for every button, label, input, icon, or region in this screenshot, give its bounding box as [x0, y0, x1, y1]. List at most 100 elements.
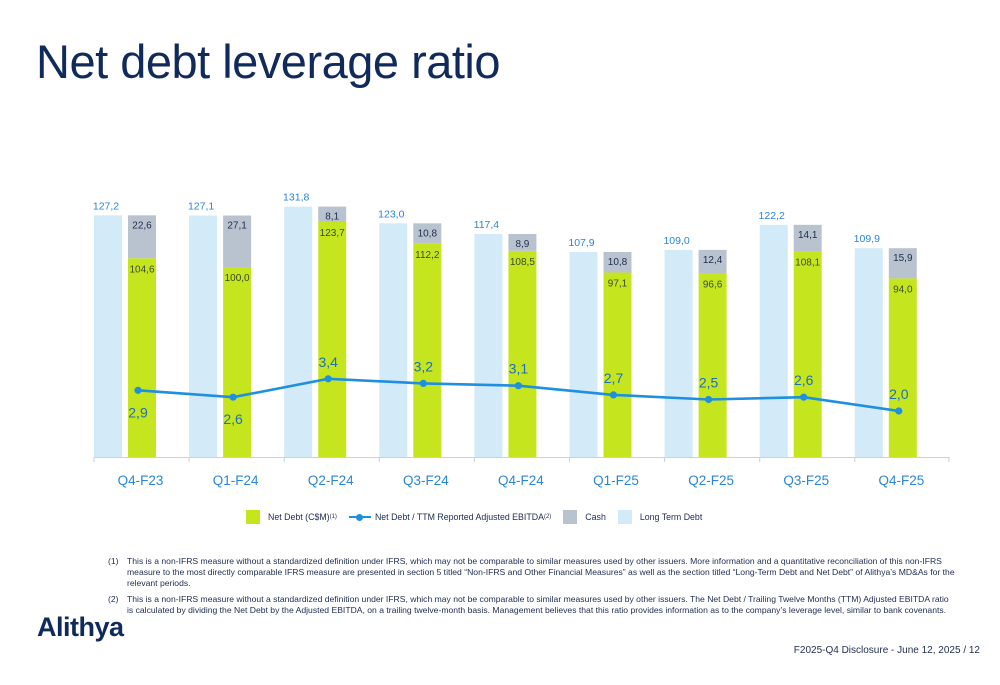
- label-cash: 8,9: [515, 239, 529, 250]
- bar-cash: [128, 215, 156, 259]
- legend-item-ratio: Net Debt / TTM Reported Adjusted EBITDA(…: [348, 510, 552, 524]
- point-ratio: [134, 386, 142, 394]
- label-long-term-debt: 109,9: [854, 233, 880, 245]
- legend-line-ratio: [348, 510, 371, 524]
- label-ratio: 3,1: [509, 361, 529, 377]
- label-net-debt: 108,1: [795, 258, 820, 269]
- x-tick-label: Q3-F25: [783, 473, 829, 488]
- label-long-term-debt: 117,4: [474, 219, 500, 231]
- legend-sup-ratio: (2): [543, 514, 552, 520]
- label-cash: 27,1: [227, 221, 247, 232]
- legend-label-cash: Cash: [585, 512, 606, 522]
- point-ratio: [705, 395, 713, 404]
- bar-cash: [223, 215, 252, 267]
- bar-cash: [698, 249, 727, 274]
- footnote-1-text: This is a non-IFRS measure without a sta…: [127, 556, 955, 589]
- label-cash: 15,9: [893, 253, 913, 264]
- label-net-debt: 123,7: [320, 228, 345, 239]
- bar-long-term-debt: [759, 224, 788, 457]
- label-cash: 8,1: [325, 212, 339, 223]
- footnote-1: (1) This is a non-IFRS measure without a…: [108, 556, 956, 590]
- footnote-2: (2) This is a non-IFRS measure without a…: [108, 594, 956, 616]
- legend-swatch-cash: [563, 510, 578, 524]
- bar-long-term-debt: [569, 251, 598, 457]
- label-net-debt: 96,6: [703, 279, 723, 290]
- bar-long-term-debt: [284, 206, 313, 457]
- label-ratio: 2,9: [128, 404, 148, 420]
- page-title: Net debt leverage ratio: [36, 35, 501, 88]
- bar-long-term-debt: [94, 215, 122, 457]
- alithya-logo: Alithya: [37, 612, 124, 642]
- bar-net-debt: [413, 243, 442, 457]
- bar-net-debt: [318, 221, 347, 457]
- bar-long-term-debt: [664, 249, 693, 457]
- label-ratio: 2,0: [889, 386, 909, 402]
- legend-swatch-ltd: [617, 510, 632, 524]
- point-ratio: [609, 391, 618, 399]
- bar-cash: [508, 233, 537, 251]
- legend-sup-net-debt: (1): [329, 514, 337, 520]
- legend-item-cash: Cash: [563, 510, 606, 524]
- label-long-term-debt: 131,8: [283, 192, 309, 204]
- label-cash: 12,4: [703, 255, 723, 266]
- legend-swatch-net-debt: [246, 510, 260, 524]
- legend-label-net-debt: Net Debt (C$M): [268, 512, 330, 522]
- point-ratio: [229, 393, 237, 401]
- footnote-2-number: (2): [108, 593, 119, 604]
- label-ratio: 3,4: [318, 354, 338, 370]
- bar-net-debt: [603, 272, 632, 457]
- label-ratio: 2,6: [794, 372, 814, 388]
- x-tick-label: Q3-F24: [403, 473, 449, 488]
- bar-net-debt: [508, 250, 537, 457]
- footnote-2-text: This is a non-IFRS measure without a sta…: [127, 593, 949, 615]
- footer-disclosure: F2025-Q4 Disclosure - June 12, 2025 / 12: [793, 645, 980, 656]
- x-tick-label: Q2-F25: [688, 473, 734, 488]
- bar-cash: [318, 206, 347, 222]
- label-net-debt: 97,1: [608, 279, 628, 290]
- label-cash: 10,8: [418, 228, 438, 239]
- label-ratio: 2,5: [699, 375, 719, 391]
- point-ratio: [419, 379, 427, 387]
- legend-item-ltd: Long Term Debt: [617, 510, 702, 524]
- bar-net-debt: [793, 251, 822, 457]
- x-tick-label: Q2-F24: [308, 473, 354, 488]
- label-long-term-debt: 127,1: [188, 201, 214, 213]
- label-cash: 10,8: [608, 257, 628, 268]
- bar-cash: [888, 248, 917, 279]
- label-ratio: 3,2: [414, 358, 434, 374]
- bar-long-term-debt: [854, 248, 883, 457]
- bar-long-term-debt: [474, 233, 503, 457]
- label-long-term-debt: 123,0: [378, 208, 404, 220]
- label-net-debt: 112,2: [415, 250, 440, 261]
- chart-legend: Net Debt (C$M) (1) Net Debt / TTM Reporte…: [246, 510, 714, 524]
- point-ratio: [800, 393, 808, 401]
- x-tick-label: Q1-F25: [593, 473, 639, 488]
- label-net-debt: 104,6: [129, 264, 154, 275]
- bar-cash: [603, 251, 632, 273]
- x-tick-label: Q4-F25: [878, 473, 924, 488]
- label-cash: 22,6: [132, 220, 152, 231]
- label-net-debt: 108,5: [510, 257, 535, 268]
- footnotes: (1) This is a non-IFRS measure without a…: [108, 556, 956, 620]
- label-long-term-debt: 127,2: [93, 200, 119, 212]
- legend-item-net-debt: Net Debt (C$M) (1): [246, 510, 337, 524]
- bar-net-debt: [128, 258, 156, 457]
- footnote-1-number: (1): [108, 556, 119, 566]
- leverage-chart: 127,2 104,6 22,6 Q4-F23 127,1 100,0 27,1 Q1-F24…: [93, 192, 950, 488]
- label-long-term-debt: 109,0: [663, 235, 689, 247]
- point-ratio: [514, 382, 523, 390]
- label-long-term-debt: 122,2: [759, 210, 785, 222]
- x-tick-label: Q4-F23: [118, 473, 164, 488]
- legend-label-ratio: Net Debt / TTM Reported Adjusted EBITDA: [374, 512, 544, 522]
- label-ratio: 2,6: [223, 411, 243, 427]
- label-cash: 14,1: [798, 230, 818, 241]
- bar-cash: [413, 223, 442, 244]
- label-ratio: 2,7: [604, 370, 624, 386]
- x-tick-label: Q1-F24: [213, 473, 259, 488]
- bar-net-debt: [888, 278, 917, 457]
- label-net-debt: 94,0: [893, 284, 913, 295]
- x-tick-label: Q4-F24: [498, 473, 544, 488]
- bar-net-debt: [698, 273, 727, 457]
- point-ratio: [324, 375, 332, 383]
- bar-long-term-debt: [379, 223, 408, 457]
